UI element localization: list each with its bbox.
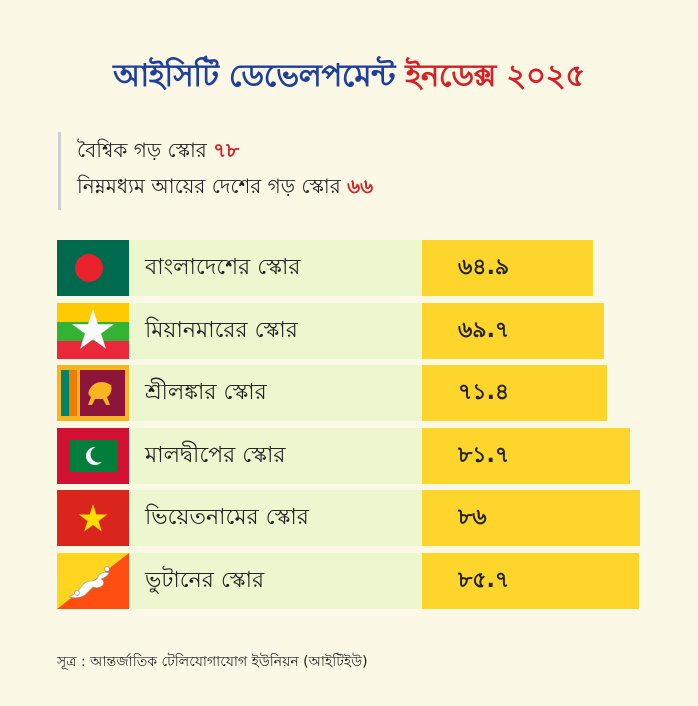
category-label: ভিয়েতনামের স্কোর bbox=[129, 490, 477, 546]
global-average-stat: বৈশ্বিক গড় স্কোর ৭৮ bbox=[77, 132, 597, 168]
title-part-2: ইনডেক্স ২০২৫ bbox=[405, 58, 585, 94]
stat-value: ৭৮ bbox=[213, 138, 240, 162]
category-label: মিয়ানমারের স্কোর bbox=[129, 302, 477, 359]
maldives-flag bbox=[57, 427, 129, 484]
title-part-1: আইসিটি ডেভেলপমেন্ট bbox=[113, 58, 395, 94]
bar-maldives: ৮১.৭ bbox=[422, 427, 631, 484]
value-label: ৮১.৭ bbox=[458, 442, 510, 468]
vietnam-flag bbox=[57, 490, 129, 546]
value-label: ৭১.৪ bbox=[458, 380, 510, 405]
bar-myanmar: ৬৯.৭ bbox=[422, 302, 604, 359]
value-label: ৬৯.৭ bbox=[458, 317, 510, 343]
stat-label: বৈশ্বিক গড় স্কোর bbox=[77, 138, 207, 162]
lower-middle-income-average-stat: নিম্নমধ্যম আয়ের দেশের গড় স্কোর ৬৬ bbox=[77, 168, 597, 204]
value-label: ৬৪.৯ bbox=[458, 255, 510, 280]
category-label: মালদ্বীপের স্কোর bbox=[129, 427, 477, 484]
bangladesh-flag bbox=[57, 240, 129, 296]
category-label: বাংলাদেশের স্কোর bbox=[129, 240, 477, 296]
sri-lanka-flag bbox=[57, 365, 129, 421]
stat-value: ৬৬ bbox=[347, 174, 374, 198]
value-label: ৮৫.৭ bbox=[458, 567, 510, 593]
chart-title: আইসিটি ডেভেলপমেন্ট ইনডেক্স ২০২৫ bbox=[0, 52, 698, 104]
bar-vietnam: ৮৬ bbox=[422, 490, 640, 546]
bar-bhutan: ৮৫.৭ bbox=[422, 552, 640, 609]
bar-bangladesh: ৬৪.৯ bbox=[422, 240, 593, 296]
category-label: ভুটানের স্কোর bbox=[129, 552, 477, 609]
stat-label: নিম্নমধ্যম আয়ের দেশের গড় স্কোর bbox=[77, 174, 341, 198]
bar-sri-lanka: ৭১.৪ bbox=[422, 365, 608, 421]
source-note: সূত্র : আন্তর্জাতিক টেলিযোগাযোগ ইউনিয়ন … bbox=[57, 654, 368, 670]
myanmar-flag bbox=[57, 302, 129, 359]
bhutan-flag bbox=[57, 552, 129, 609]
summary-stats: বৈশ্বিক গড় স্কোর ৭৮ নিম্নমধ্যম আয়ের দে… bbox=[58, 132, 597, 210]
value-label: ৮৬ bbox=[458, 505, 487, 530]
category-label: শ্রীলঙ্কার স্কোর bbox=[129, 365, 477, 421]
